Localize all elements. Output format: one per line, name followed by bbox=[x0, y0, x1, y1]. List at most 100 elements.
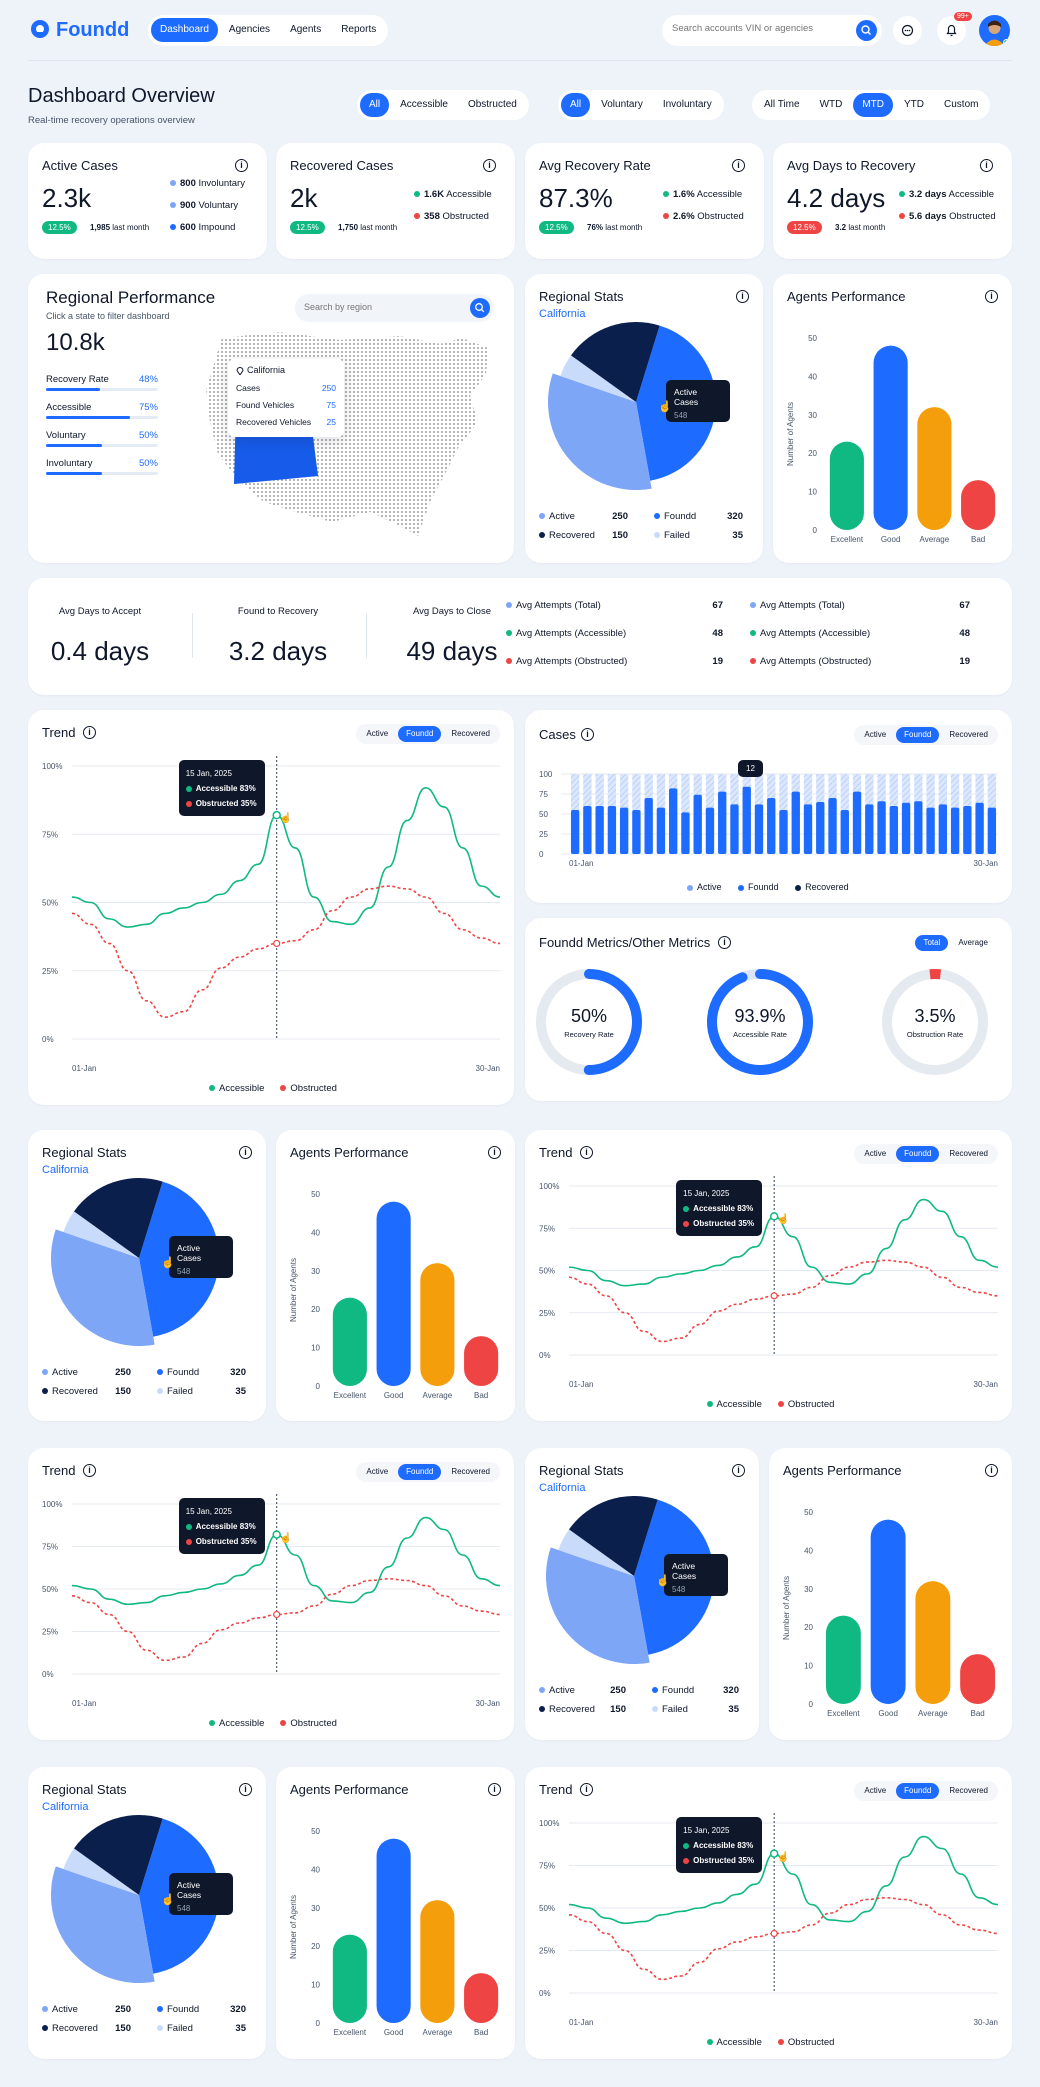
cases-bar[interactable] bbox=[693, 794, 702, 854]
cases-bar[interactable] bbox=[963, 806, 972, 854]
cases-bar[interactable] bbox=[607, 806, 617, 854]
agents-bar-good[interactable] bbox=[870, 1519, 906, 1704]
agents-bar-excellent[interactable] bbox=[332, 1934, 367, 2023]
cases-bar[interactable] bbox=[816, 802, 825, 854]
info-icon[interactable]: i bbox=[483, 159, 496, 172]
trend-tab-foundd[interactable]: Foundd bbox=[896, 1146, 940, 1162]
agents-bar-average[interactable] bbox=[420, 1900, 455, 2023]
pie-slice-recovered[interactable] bbox=[74, 1178, 163, 1258]
trend-tab-foundd[interactable]: Foundd bbox=[398, 726, 442, 742]
cases-bar[interactable] bbox=[632, 810, 641, 854]
cases-bar[interactable] bbox=[828, 798, 837, 854]
nav-dashboard[interactable]: Dashboard bbox=[151, 18, 218, 42]
period-filter-all-time[interactable]: All Time bbox=[764, 99, 800, 110]
cases-bar[interactable] bbox=[926, 807, 935, 854]
nav-agencies[interactable]: Agencies bbox=[228, 24, 271, 35]
trend-tab-active[interactable]: Active bbox=[366, 1467, 389, 1476]
pie-slice-recovered[interactable] bbox=[571, 322, 660, 402]
info-icon[interactable]: i bbox=[581, 728, 594, 741]
info-icon[interactable]: i bbox=[235, 159, 248, 172]
info-icon[interactable]: i bbox=[239, 1146, 252, 1159]
info-icon[interactable]: i bbox=[980, 159, 993, 172]
trend-series-obstructed[interactable] bbox=[568, 1896, 999, 1981]
info-icon[interactable]: i bbox=[488, 1783, 501, 1796]
agents-bar-excellent[interactable] bbox=[829, 441, 864, 530]
trend-tab-active[interactable]: Active bbox=[864, 1149, 887, 1158]
access-filter-accessible[interactable]: Accessible bbox=[400, 99, 448, 110]
cases-bar[interactable] bbox=[595, 806, 604, 854]
trend-series-accessible[interactable] bbox=[568, 1835, 999, 1925]
cases-bar[interactable] bbox=[730, 804, 739, 854]
trend-tab-foundd[interactable]: Foundd bbox=[398, 1464, 442, 1480]
cases-bar[interactable] bbox=[681, 812, 690, 854]
cases-bar[interactable] bbox=[914, 801, 923, 854]
info-icon[interactable]: i bbox=[580, 1783, 593, 1796]
cases-bar[interactable] bbox=[938, 804, 948, 854]
info-icon[interactable]: i bbox=[736, 290, 749, 303]
cases-bar[interactable] bbox=[656, 807, 666, 854]
trend-series-obstructed[interactable] bbox=[71, 885, 501, 1018]
cases-tab-foundd[interactable]: Foundd bbox=[896, 727, 940, 743]
pie-slice-active[interactable] bbox=[546, 1547, 650, 1664]
agents-bar-bad[interactable] bbox=[464, 1336, 499, 1386]
info-icon[interactable]: i bbox=[488, 1146, 501, 1159]
region-search-button[interactable] bbox=[470, 298, 490, 318]
cases-bar[interactable] bbox=[754, 804, 764, 854]
pie-slice-recovered[interactable] bbox=[569, 1496, 658, 1576]
period-filter-mtd[interactable]: MTD bbox=[853, 93, 894, 117]
info-icon[interactable]: i bbox=[580, 1146, 593, 1159]
metrics-tab-average[interactable]: Average bbox=[958, 938, 988, 947]
cases-bar[interactable] bbox=[669, 788, 678, 854]
trend-series-accessible[interactable] bbox=[71, 787, 501, 928]
pie-slice-active[interactable] bbox=[548, 373, 652, 490]
pie-slice-failed[interactable] bbox=[63, 1211, 140, 1258]
period-filter-ytd[interactable]: YTD bbox=[904, 99, 925, 110]
cases-bar[interactable] bbox=[718, 791, 727, 854]
type-filter-involuntary[interactable]: Involuntary bbox=[662, 99, 712, 110]
agents-bar-bad[interactable] bbox=[960, 1654, 996, 1704]
pie-slice-failed[interactable] bbox=[558, 1529, 634, 1576]
pie-slice-failed[interactable] bbox=[560, 355, 636, 402]
agents-bar-average[interactable] bbox=[915, 1581, 951, 1704]
trend-tab-recovered[interactable]: Recovered bbox=[451, 729, 490, 738]
cases-tab-active[interactable]: Active bbox=[864, 730, 887, 739]
brand[interactable]: Foundd bbox=[28, 16, 129, 44]
search-input[interactable] bbox=[672, 23, 842, 34]
cases-bar[interactable] bbox=[619, 807, 629, 854]
info-icon[interactable]: i bbox=[239, 1783, 252, 1796]
search-button[interactable] bbox=[856, 20, 877, 41]
access-filter-obstructed[interactable]: Obstructed bbox=[467, 99, 517, 110]
period-filter-custom[interactable]: Custom bbox=[944, 99, 979, 110]
notifications-button[interactable]: 99+ bbox=[937, 12, 972, 45]
trend-tab-recovered[interactable]: Recovered bbox=[451, 1467, 490, 1476]
agents-bar-excellent[interactable] bbox=[332, 1297, 367, 1386]
cases-bar[interactable] bbox=[877, 801, 886, 854]
cases-bar[interactable] bbox=[950, 807, 960, 854]
agents-bar-good[interactable] bbox=[376, 1201, 411, 1386]
info-icon[interactable]: i bbox=[985, 1464, 998, 1477]
cases-bar[interactable] bbox=[865, 804, 874, 854]
gauge-recovery-rate[interactable] bbox=[533, 966, 645, 1078]
access-filter-all[interactable]: All bbox=[360, 93, 390, 117]
cases-bar[interactable] bbox=[852, 791, 862, 854]
cases-tab-recovered[interactable]: Recovered bbox=[949, 730, 988, 739]
info-icon[interactable]: i bbox=[732, 159, 745, 172]
agents-bar-bad[interactable] bbox=[961, 480, 996, 530]
period-filter-wtd[interactable]: WTD bbox=[819, 99, 843, 110]
cases-bar[interactable] bbox=[975, 802, 984, 854]
cases-bar[interactable] bbox=[644, 798, 653, 854]
type-filter-all[interactable]: All bbox=[561, 93, 591, 117]
avatar[interactable] bbox=[979, 15, 1010, 46]
trend-tab-foundd[interactable]: Foundd bbox=[896, 1783, 940, 1799]
cases-bar[interactable] bbox=[767, 798, 776, 854]
agents-bar-good[interactable] bbox=[376, 1838, 411, 2023]
cases-bar[interactable] bbox=[889, 806, 898, 854]
cases-bar[interactable] bbox=[583, 806, 592, 854]
agents-bar-good[interactable] bbox=[873, 345, 908, 530]
agents-bar-bad[interactable] bbox=[464, 1973, 499, 2023]
gauge-accessible-rate[interactable] bbox=[704, 966, 816, 1078]
info-icon[interactable]: i bbox=[83, 1464, 96, 1477]
trend-tab-active[interactable]: Active bbox=[366, 729, 389, 738]
type-filter-voluntary[interactable]: Voluntary bbox=[601, 99, 643, 110]
cases-bar[interactable] bbox=[742, 786, 751, 854]
